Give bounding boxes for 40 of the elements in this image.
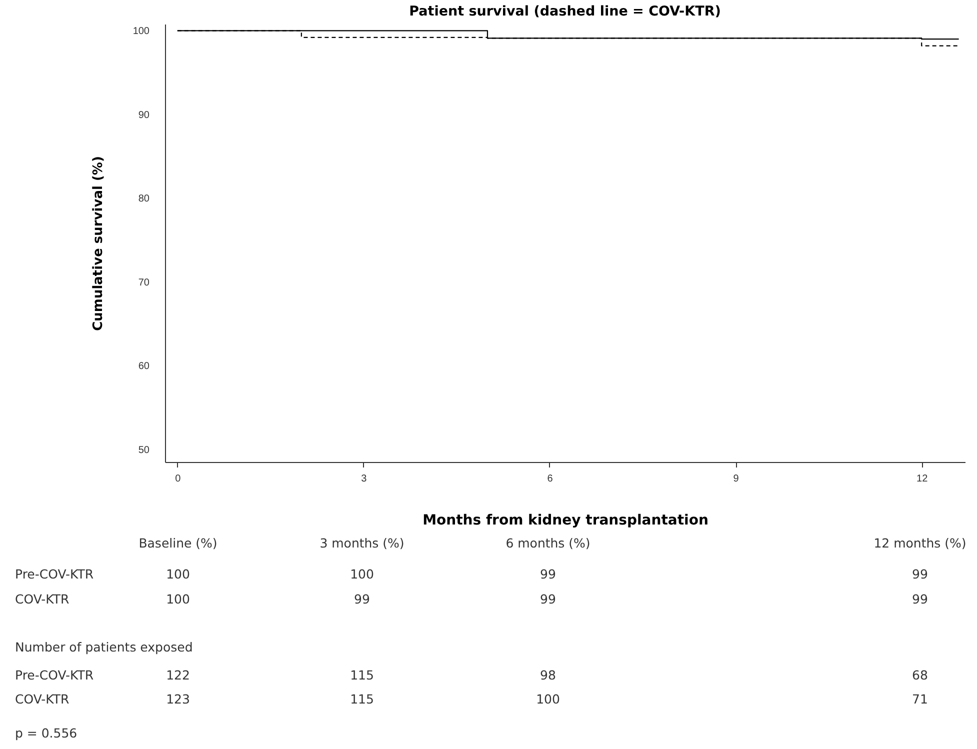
text: Baseline (%): [138, 536, 218, 550]
text: COV-KTR: [15, 592, 70, 606]
text: 100: [166, 566, 190, 582]
text: 99: [354, 592, 370, 606]
text: 6 months (%): [506, 536, 590, 550]
y-tick-label: 90: [138, 110, 150, 121]
text: 12 months (%): [874, 536, 966, 550]
text: Pre-COV-KTR: [15, 668, 94, 682]
x-tick-label: 12: [916, 474, 928, 484]
text: 115: [350, 668, 374, 682]
y-axis-title: Cumulative survival (%): [90, 156, 106, 331]
text: 99: [540, 566, 556, 582]
text: 98: [540, 668, 556, 682]
text: 100: [166, 592, 190, 606]
text: 122: [166, 668, 190, 682]
x-axis-title: Months from kidney transplantation: [422, 512, 708, 528]
text: p = 0.556: [15, 726, 78, 740]
x-tick-label: 0: [175, 474, 182, 484]
x-tick-label: 3: [361, 474, 368, 484]
text: 115: [350, 692, 374, 706]
x-tick-label: 6: [547, 474, 554, 484]
chart-title: Patient survival (dashed line = COV-KTR): [409, 4, 721, 20]
text: 100: [350, 566, 374, 582]
text: 99: [540, 592, 556, 606]
text: COV-KTR: [15, 692, 70, 706]
text: 100: [536, 692, 560, 706]
text: Number of patients exposed: [15, 640, 193, 654]
text: 71: [912, 692, 928, 706]
text: 99: [912, 566, 928, 582]
y-tick-label: 70: [138, 277, 150, 288]
text: 99: [912, 592, 928, 606]
x-tick-label: 9: [733, 474, 740, 484]
text: 68: [912, 668, 928, 682]
y-tick-label: 100: [132, 26, 150, 38]
y-tick-label: 50: [138, 444, 150, 456]
y-tick-label: 80: [138, 194, 150, 205]
text: 3 months (%): [320, 536, 404, 550]
y-tick-label: 60: [138, 361, 150, 372]
text: Pre-COV-KTR: [15, 566, 94, 582]
text: 123: [166, 692, 190, 706]
